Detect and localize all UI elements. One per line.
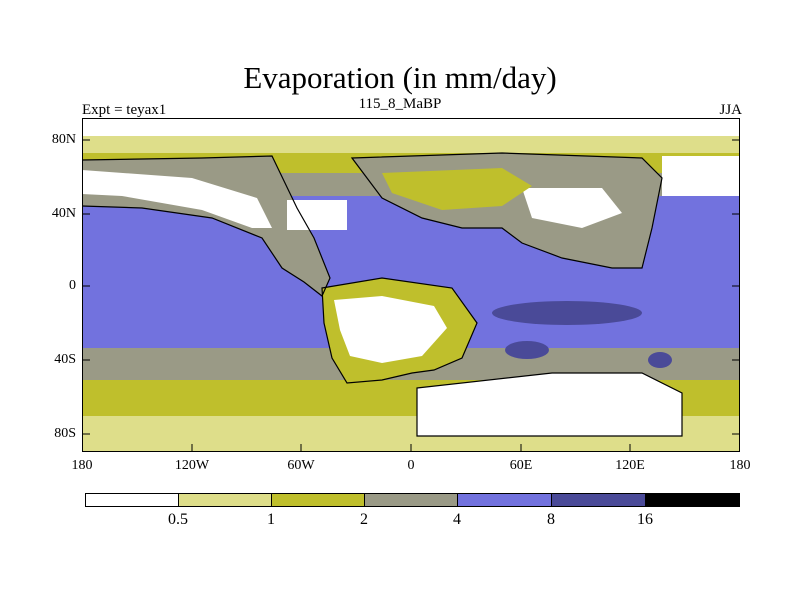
- colorbar-seg-0: [85, 493, 179, 507]
- y-tick-40s: 40S: [54, 352, 76, 367]
- evaporation-map: [81, 118, 740, 452]
- y-tick-40n: 40N: [51, 206, 76, 221]
- colorbar-label-5: 16: [637, 511, 653, 528]
- north-band-min: [82, 118, 740, 136]
- colorbar-seg-2: [271, 493, 365, 507]
- x-tick-180w: 180: [71, 458, 93, 473]
- evap-max-patch-1: [492, 301, 642, 325]
- map-frame: [82, 118, 740, 452]
- evap-max-patch-3: [648, 352, 672, 368]
- land-eurasia-east-dry: [662, 156, 740, 196]
- x-tick-0: 0: [407, 458, 415, 473]
- colorbar-label-0: 0.5: [168, 511, 188, 528]
- land-eurasia-low: [382, 168, 532, 210]
- coastline-eurasia: [350, 152, 663, 269]
- season-label: JJA: [719, 102, 742, 118]
- map-ticks: [82, 139, 740, 452]
- x-tick-60w: 60W: [287, 458, 315, 473]
- colorbar-label-3: 4: [453, 511, 461, 528]
- y-tick-80s: 80S: [54, 426, 76, 441]
- experiment-label: Expt = teyax1: [82, 102, 167, 118]
- land-antarctica: [417, 373, 682, 436]
- colorbar-label-4: 8: [547, 511, 555, 528]
- colorbar-seg-1: [178, 493, 272, 507]
- coastline-south-continent: [321, 277, 478, 384]
- y-tick-0: 0: [69, 278, 76, 293]
- x-tick-120e: 120E: [615, 458, 645, 473]
- land-north-america-dry: [82, 170, 272, 228]
- time-label: 115_8_MaBP: [358, 96, 442, 112]
- colorbar-seg-3: [364, 493, 458, 507]
- colorbar-seg-6: [645, 493, 740, 507]
- land-south-continent-dry: [334, 296, 447, 363]
- colorbar-label-1: 1: [267, 511, 275, 528]
- x-tick-120w: 120W: [174, 458, 210, 473]
- evap-max-patch-2: [505, 341, 549, 359]
- colorbar-label-2: 2: [360, 511, 368, 528]
- x-tick-60e: 60E: [509, 458, 533, 473]
- land-eurasia-dry: [522, 188, 622, 228]
- map-panel: [81, 118, 740, 452]
- colorbar: [85, 493, 740, 507]
- coastline-antarctica: [416, 372, 683, 437]
- x-tick-180e: 180: [729, 458, 751, 473]
- map-title: Evaporation (in mm/day): [243, 60, 557, 95]
- colorbar-seg-4: [457, 493, 552, 507]
- land-dry-patch: [287, 200, 347, 230]
- y-tick-80n: 80N: [51, 132, 76, 147]
- colorbar-seg-5: [551, 493, 646, 507]
